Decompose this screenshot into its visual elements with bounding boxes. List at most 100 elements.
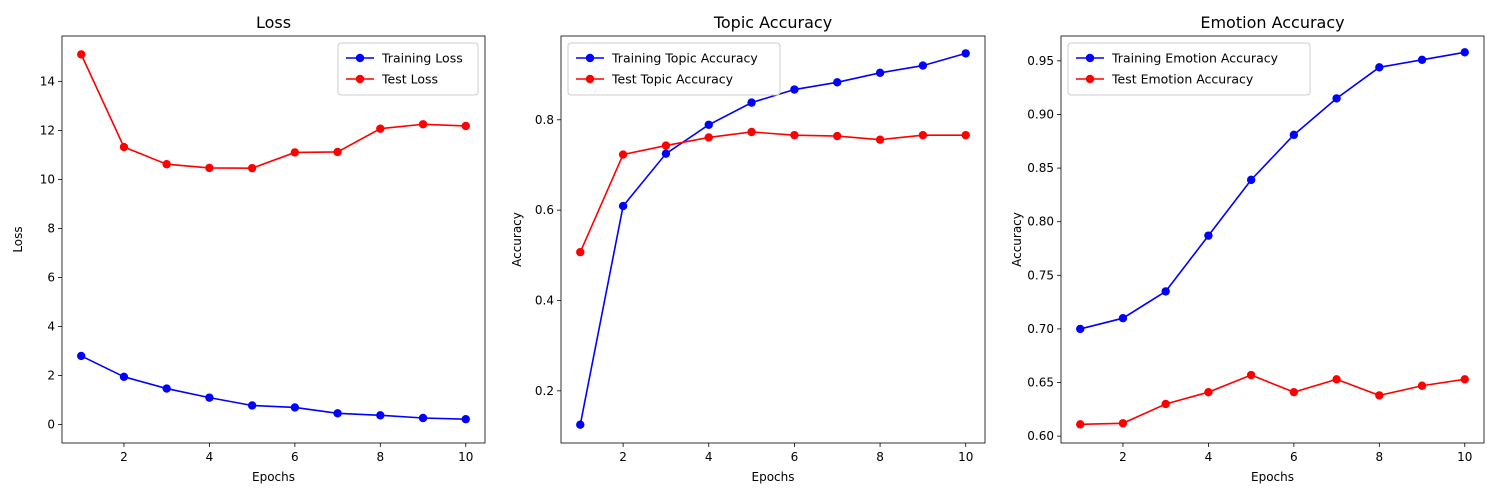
data-point	[119, 142, 129, 152]
data-point	[1289, 130, 1299, 140]
data-point	[1246, 175, 1256, 185]
data-point	[1204, 231, 1213, 240]
y-tick-label: 0.4	[535, 293, 554, 307]
x-tick-label: 8	[376, 450, 384, 464]
y-tick-label: 0.75	[1027, 268, 1054, 282]
topic-accuracy-chart: Topic Accuracy 2 4 6 8 10 0.2 0.4 0.6 0.8 Epochs Ac…	[510, 13, 986, 484]
y-tick-label: 0.65	[1027, 376, 1054, 390]
legend: Training Loss Test Loss	[337, 42, 479, 96]
y-axis-label: Accuracy	[1010, 212, 1024, 267]
y-tick-label: 0.2	[535, 384, 554, 398]
y-tick-label: 0.85	[1027, 161, 1054, 175]
data-point	[461, 415, 470, 424]
data-point	[247, 163, 257, 173]
x-tick-label: 6	[791, 450, 799, 464]
y-tick-label: 0.8	[535, 113, 554, 127]
data-point	[747, 127, 756, 137]
data-point	[661, 149, 671, 158]
data-point	[1460, 375, 1469, 384]
data-point	[119, 372, 129, 382]
legend: Training Topic Accuracy Test Topic Accura…	[567, 42, 781, 96]
x-tick-label: 4	[705, 450, 713, 464]
x-tick-label: 2	[1119, 450, 1127, 464]
data-point	[1332, 94, 1341, 103]
series-line	[80, 355, 466, 421]
x-tick-label: 4	[206, 450, 214, 464]
data-point	[576, 420, 585, 429]
data-point	[1204, 387, 1213, 397]
data-point	[1118, 419, 1128, 428]
data-point	[333, 409, 342, 418]
x-axis-label: Epochs	[1251, 470, 1294, 484]
legend-label: Test Emotion Accuracy	[1111, 72, 1254, 87]
legend-marker	[1085, 74, 1095, 84]
series-line	[80, 54, 466, 169]
x-tick-label: 6	[1290, 450, 1298, 464]
data-point	[875, 135, 885, 144]
legend-box	[1067, 42, 1311, 96]
legend-marker	[355, 53, 365, 63]
legend-marker	[355, 74, 365, 84]
data-point	[376, 411, 385, 420]
data-point	[1417, 381, 1427, 390]
y-tick-label: 14	[40, 74, 55, 88]
data-point	[333, 147, 342, 157]
data-point	[918, 130, 928, 140]
data-point	[961, 130, 970, 140]
series-line	[579, 131, 966, 253]
y-tick-label: 0.60	[1027, 429, 1054, 443]
plot-frame	[61, 35, 486, 444]
data-point	[205, 393, 214, 402]
data-point	[661, 141, 671, 150]
y-tick-label: 0.80	[1027, 215, 1054, 229]
legend: Training Emotion Accuracy Test Emotion Ac…	[1067, 42, 1311, 96]
legend-label: Test Topic Accuracy	[611, 72, 734, 87]
series-line	[1080, 374, 1465, 426]
data-point	[1076, 324, 1085, 334]
x-tick-label: 2	[619, 450, 627, 464]
y-axis-label: Accuracy	[510, 212, 524, 267]
data-point	[833, 131, 842, 141]
data-point	[1161, 287, 1170, 296]
legend-label: Test Loss	[381, 72, 438, 87]
emotion-accuracy-chart: Emotion Accuracy 2 4 6 8 10 0.60 0.65 0.70 0.75 0.…	[1010, 13, 1485, 484]
data-point	[790, 130, 799, 140]
data-point	[1076, 420, 1085, 429]
data-point	[418, 120, 428, 129]
plot-frame	[1060, 35, 1485, 444]
y-tick-label: 2	[47, 369, 55, 383]
legend-box	[337, 42, 479, 96]
chart-title: Emotion Accuracy	[1200, 13, 1344, 32]
data-point	[77, 351, 86, 361]
loss-chart: Loss 2 4 6 8 10 0 2 4 6 8 10 12 14 Epochs Loss Training …	[11, 13, 486, 484]
x-tick-label: 8	[876, 450, 884, 464]
legend-marker	[585, 74, 595, 84]
data-point	[1161, 399, 1170, 409]
data-point	[1289, 387, 1299, 397]
y-tick-label: 0.6	[535, 203, 554, 217]
y-tick-label: 10	[40, 172, 55, 186]
chart-title: Loss	[256, 13, 291, 32]
data-point	[376, 124, 385, 133]
data-point	[77, 50, 86, 59]
data-point	[747, 98, 756, 107]
series-line	[1080, 51, 1465, 330]
chart-title: Topic Accuracy	[713, 13, 832, 32]
data-point	[1375, 391, 1384, 400]
x-tick-label: 4	[1205, 450, 1213, 464]
y-tick-label: 8	[47, 221, 55, 235]
y-tick-label: 0.70	[1027, 322, 1054, 336]
plot-frame	[560, 35, 986, 444]
x-tick-label: 2	[120, 450, 128, 464]
series-line	[579, 52, 966, 425]
x-axis-label: Epochs	[752, 470, 795, 484]
y-tick-label: 12	[40, 123, 55, 137]
data-point	[833, 78, 842, 87]
data-point	[1460, 48, 1469, 57]
legend-label: Training Emotion Accuracy	[1111, 51, 1279, 66]
y-tick-label: 6	[47, 271, 55, 285]
legend-label: Training Topic Accuracy	[611, 51, 758, 66]
x-tick-label: 8	[1375, 450, 1383, 464]
y-tick-label: 0.95	[1027, 54, 1054, 68]
data-point	[418, 413, 428, 423]
